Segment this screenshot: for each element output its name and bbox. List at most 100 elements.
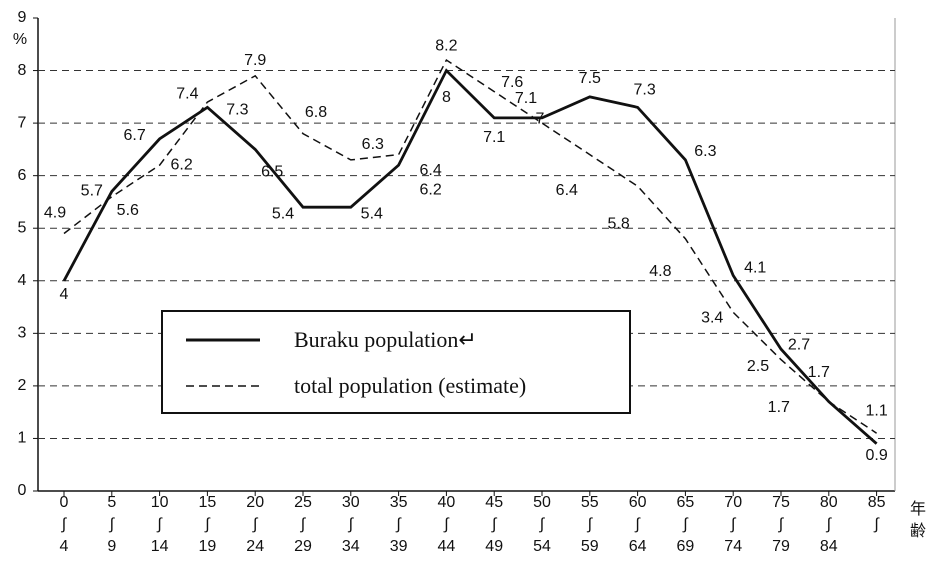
x-tick-label: 60 bbox=[629, 494, 647, 511]
data-label: 6.8 bbox=[305, 104, 327, 121]
data-label: 7.6 bbox=[501, 74, 523, 91]
legend: Buraku population↵ total population (esti… bbox=[161, 310, 631, 414]
y-tick-label: 2 bbox=[18, 377, 27, 394]
x-tick-label: 35 bbox=[390, 494, 408, 511]
x-tick-label: ∫ bbox=[539, 516, 546, 533]
x-tick-label: ∫ bbox=[395, 516, 402, 533]
x-tick-label: ∫ bbox=[109, 516, 116, 533]
x-tick-label: 9 bbox=[107, 538, 116, 555]
y-tick-label: 7 bbox=[18, 114, 27, 131]
data-label: 5.6 bbox=[117, 202, 139, 219]
y-tick-label: 4 bbox=[18, 272, 27, 289]
data-label: 5.4 bbox=[272, 205, 294, 222]
data-label: 4 bbox=[60, 286, 69, 303]
data-label: 1.7 bbox=[808, 364, 830, 381]
x-tick-label: 65 bbox=[677, 494, 695, 511]
data-label: 7.5 bbox=[579, 70, 601, 87]
data-label: 7.9 bbox=[244, 52, 266, 69]
data-label: 5.4 bbox=[361, 205, 383, 222]
x-tick-label: ∫ bbox=[778, 516, 785, 533]
y-tick-label: 8 bbox=[18, 62, 27, 79]
x-tick-label: 50 bbox=[533, 494, 551, 511]
x-tick-label: 85 bbox=[868, 494, 886, 511]
x-tick-label: ∫ bbox=[204, 516, 211, 533]
x-tick-label: 25 bbox=[294, 494, 312, 511]
data-label: 6.4 bbox=[556, 182, 578, 199]
data-label: 5.7 bbox=[81, 183, 103, 200]
x-tick-label: 29 bbox=[294, 538, 312, 555]
legend-label: total population (estimate) bbox=[294, 373, 526, 398]
x-tick-label: 70 bbox=[724, 494, 742, 511]
x-tick-label: 15 bbox=[199, 494, 217, 511]
x-tick-label: 34 bbox=[342, 538, 360, 555]
data-label: 7.3 bbox=[226, 102, 248, 119]
data-label: 8 bbox=[442, 89, 451, 106]
x-tick-label: ∫ bbox=[587, 516, 594, 533]
x-tick-label: 64 bbox=[629, 538, 647, 555]
data-label: 6.2 bbox=[419, 181, 441, 198]
data-label: 6.3 bbox=[694, 143, 716, 160]
data-label: 1.1 bbox=[865, 402, 887, 419]
x-tick-label: ∫ bbox=[61, 516, 68, 533]
x-tick-label: 80 bbox=[820, 494, 838, 511]
x-tick-label: 49 bbox=[485, 538, 503, 555]
x-tick-label: ∫ bbox=[443, 516, 450, 533]
data-label: 7 bbox=[536, 110, 545, 127]
x-tick-label: 39 bbox=[390, 538, 408, 555]
x-tick-label: 0 bbox=[60, 494, 69, 511]
x-tick-label: 24 bbox=[246, 538, 264, 555]
x-tick-label: 4 bbox=[60, 538, 69, 555]
data-label: 7.1 bbox=[483, 129, 505, 146]
x-tick-label: ∫ bbox=[252, 516, 259, 533]
x-tick-label: ∫ bbox=[873, 516, 880, 533]
y-tick-label: 6 bbox=[18, 167, 27, 184]
data-label: 4.1 bbox=[744, 260, 766, 277]
x-tick-label: ∫ bbox=[491, 516, 498, 533]
data-label: 6.5 bbox=[261, 164, 283, 181]
x-tick-label: ∫ bbox=[348, 516, 355, 533]
data-label: 6.4 bbox=[419, 162, 441, 179]
x-tick-label: 55 bbox=[581, 494, 599, 511]
x-tick-label: 19 bbox=[199, 538, 217, 555]
data-label: 5.8 bbox=[607, 215, 629, 232]
data-label: 3.4 bbox=[701, 310, 723, 327]
data-label: 1.7 bbox=[768, 399, 790, 416]
x-tick-label: 84 bbox=[820, 538, 838, 555]
x-tick-label: 40 bbox=[438, 494, 456, 511]
y-axis-label: % bbox=[13, 31, 27, 48]
x-tick-label: 75 bbox=[772, 494, 790, 511]
y-tick-label: 5 bbox=[18, 219, 27, 236]
data-label: 2.5 bbox=[747, 358, 769, 375]
x-tick-label: 74 bbox=[724, 538, 742, 555]
data-label: 4.8 bbox=[649, 263, 671, 280]
series-line bbox=[63, 58, 878, 434]
data-label: 7.1 bbox=[515, 90, 537, 107]
y-tick-label: 9 bbox=[18, 9, 27, 26]
x-tick-label: 69 bbox=[677, 538, 695, 555]
data-label: 6.2 bbox=[170, 156, 192, 173]
x-axis-label: 年齢 bbox=[910, 500, 926, 540]
data-label: 2.7 bbox=[788, 336, 810, 353]
data-label: 7.4 bbox=[176, 85, 198, 102]
x-tick-label: 30 bbox=[342, 494, 360, 511]
y-tick-label: 0 bbox=[18, 482, 27, 499]
y-tick-label: 3 bbox=[18, 325, 27, 342]
x-tick-label: 44 bbox=[438, 538, 456, 555]
x-tick-label: 45 bbox=[485, 494, 503, 511]
data-label: 6.3 bbox=[362, 136, 384, 153]
x-tick-label: 59 bbox=[581, 538, 599, 555]
data-label: 4.9 bbox=[44, 205, 66, 222]
x-tick-label: 79 bbox=[772, 538, 790, 555]
x-tick-label: ∫ bbox=[826, 516, 833, 533]
data-label: 7.3 bbox=[633, 82, 655, 99]
x-tick-label: ∫ bbox=[682, 516, 689, 533]
y-tick-label: 1 bbox=[18, 430, 27, 447]
x-tick-label: 20 bbox=[246, 494, 264, 511]
x-tick-label: ∫ bbox=[634, 516, 641, 533]
x-tick-label: ∫ bbox=[300, 516, 307, 533]
legend-label: Buraku population↵ bbox=[294, 327, 477, 352]
x-tick-label: 10 bbox=[151, 494, 169, 511]
x-tick-label: 5 bbox=[107, 494, 116, 511]
x-tick-label: 14 bbox=[151, 538, 169, 555]
